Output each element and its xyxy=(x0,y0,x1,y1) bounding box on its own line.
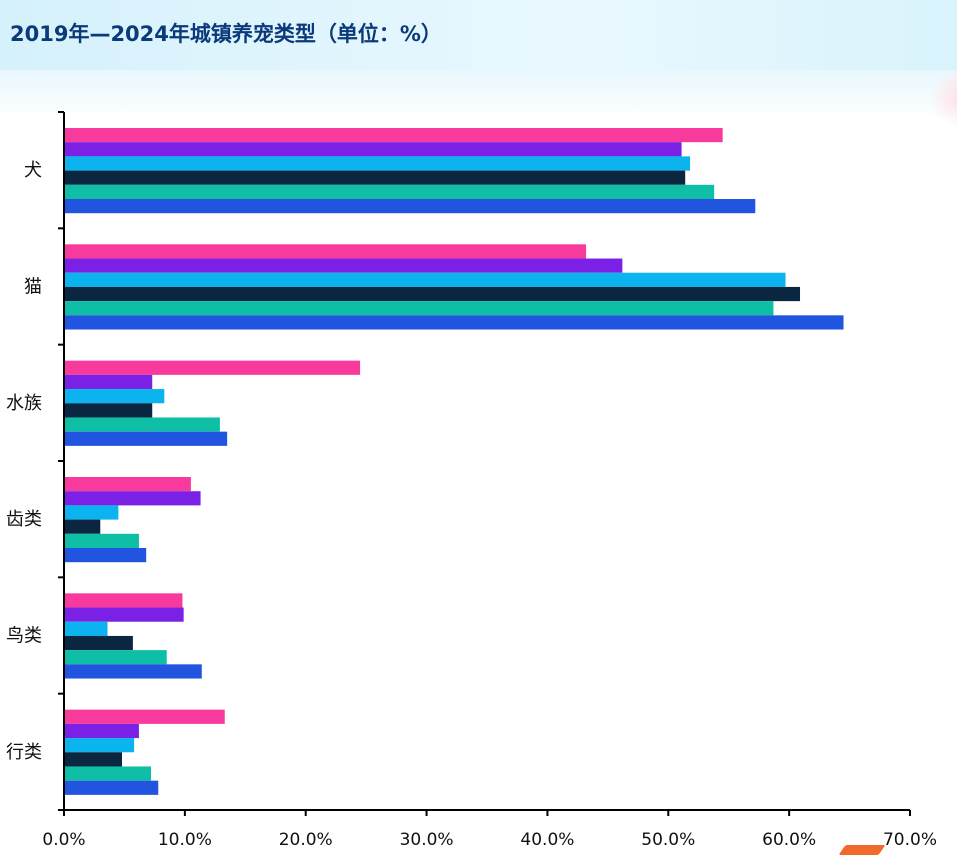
bar-2-series-6 xyxy=(64,315,844,330)
title-banner xyxy=(0,0,957,70)
bar-4-series-3 xyxy=(64,505,119,520)
bar-2-series-2 xyxy=(64,258,623,273)
bar-4-series-5 xyxy=(64,533,139,548)
bar-1-series-5 xyxy=(64,184,715,199)
x-tick-label: 50.0% xyxy=(641,830,695,850)
bar-5-series-3 xyxy=(64,621,108,636)
bar-6-series-2 xyxy=(64,723,139,739)
bar-3-series-3 xyxy=(64,389,165,404)
bar-4-series-6 xyxy=(64,548,147,563)
x-tick-label: 10.0% xyxy=(158,830,212,850)
category-label: 齿类 xyxy=(6,509,42,530)
bar-5-series-2 xyxy=(64,607,184,622)
x-tick-label: 20.0% xyxy=(279,830,333,850)
bar-4-series-1 xyxy=(64,477,191,492)
bar-3-series-1 xyxy=(64,360,361,375)
bar-5-series-1 xyxy=(64,593,183,608)
bar-1-series-2 xyxy=(64,142,682,157)
bar-4-series-2 xyxy=(64,491,201,506)
category-label: 水族 xyxy=(6,393,42,414)
bar-2-series-1 xyxy=(64,244,587,259)
decorative-arrow xyxy=(838,845,886,855)
bar-3-series-6 xyxy=(64,431,228,446)
bar-6-series-5 xyxy=(64,766,152,781)
bar-1-series-3 xyxy=(64,156,691,171)
x-tick-label: 0.0% xyxy=(42,830,85,850)
category-label: 犬 xyxy=(24,160,42,181)
bars-layer xyxy=(64,128,844,795)
bar-6-series-1 xyxy=(64,709,225,724)
bar-2-series-3 xyxy=(64,272,786,287)
bar-1-series-6 xyxy=(64,199,756,214)
bar-5-series-6 xyxy=(64,664,202,679)
x-tick-label: 70.0% xyxy=(883,830,937,850)
category-label: 猫 xyxy=(24,277,42,298)
x-tick-label: 30.0% xyxy=(400,830,454,850)
bar-1-series-1 xyxy=(64,128,723,143)
category-label: 鸟类 xyxy=(6,626,42,647)
x-tick-label: 60.0% xyxy=(762,830,816,850)
chart-title: 2019年—2024年城镇养宠类型（单位：%） xyxy=(10,22,442,46)
bar-4-series-4 xyxy=(64,519,101,534)
bar-2-series-4 xyxy=(64,286,801,302)
x-tick-label: 40.0% xyxy=(520,830,574,850)
bar-3-series-4 xyxy=(64,403,153,418)
bar-5-series-5 xyxy=(64,650,167,665)
bar-6-series-4 xyxy=(64,752,123,767)
bar-1-series-4 xyxy=(64,170,686,185)
bar-6-series-6 xyxy=(64,780,159,795)
bar-3-series-5 xyxy=(64,417,220,432)
category-label: 行类 xyxy=(6,742,42,763)
bar-2-series-5 xyxy=(64,301,774,316)
bar-6-series-3 xyxy=(64,738,135,753)
bar-3-series-2 xyxy=(64,374,153,390)
axes-layer xyxy=(58,111,911,816)
bar-5-series-4 xyxy=(64,635,133,651)
